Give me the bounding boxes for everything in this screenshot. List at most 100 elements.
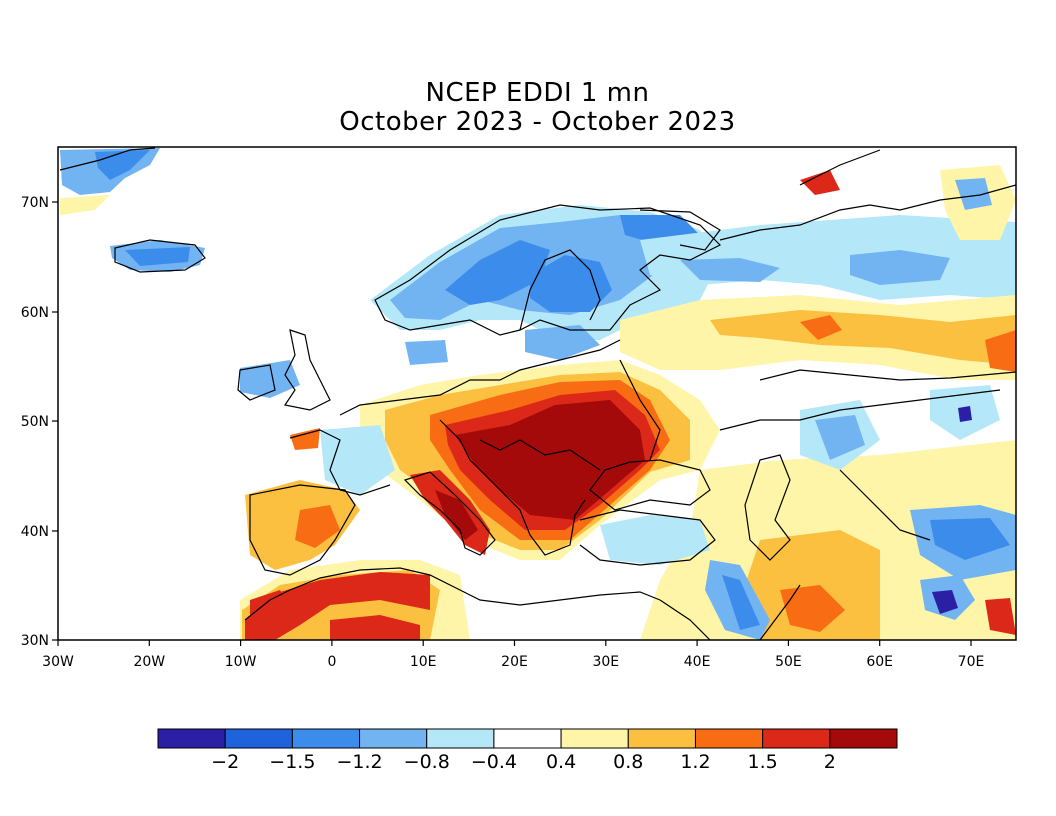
coast-greenland (59, 147, 156, 171)
coast-iberia (249, 484, 356, 576)
colorbar-label: −0.8 (404, 751, 450, 773)
kazakh-blue (815, 415, 865, 460)
border-lines-6 (439, 419, 471, 461)
turkey-light (600, 515, 710, 565)
mideast-blue-core (722, 575, 760, 630)
colorbar-swatch (694, 728, 764, 749)
lat-tick-label: 70N (21, 195, 49, 211)
central-asia-blue-core (930, 518, 1010, 560)
lon-tick-label: 40E (684, 654, 711, 670)
colorbar-swatch (359, 728, 428, 749)
russia-red-spot (800, 315, 842, 340)
brittany-orange (290, 428, 320, 450)
coast-gulf-bothnia (519, 249, 601, 331)
border-lines-4 (759, 369, 1016, 381)
colorbar: −2 −1.5 −1.2 −0.8 −0.4 0.4 0.8 1.2 1.5 2 (157, 728, 898, 773)
colorbar-swatch (291, 728, 361, 749)
denmark-blue (405, 340, 448, 365)
anomaly-field (60, 148, 1016, 640)
italy-darkred (435, 490, 478, 540)
lon-tick-label: 20W (133, 654, 165, 670)
lon-tick-label: 30E (592, 654, 619, 670)
libya-red (330, 615, 420, 640)
coast-france (289, 429, 391, 496)
russia-north-mid2 (680, 258, 780, 282)
britain-blue (240, 360, 300, 398)
morocco-red (250, 590, 295, 635)
lat-tick-label: 60N (21, 305, 49, 321)
map-subtitle: October 2023 - October 2023 (339, 107, 736, 137)
coast-ireland (237, 364, 276, 401)
coast-arabia (759, 584, 801, 640)
coast-novaya-zemlya (799, 149, 881, 186)
coast-black-sea (589, 459, 711, 511)
russia-orange (710, 310, 1016, 365)
coast-kola (639, 209, 721, 251)
baltic-blue (525, 325, 600, 360)
lon-ticks: 30W 20W 10W 0 10E 20E 30E 40E 50E 60E 70E (42, 640, 984, 670)
arctic-blue (955, 178, 992, 210)
lon-tick-label: 50E (775, 654, 802, 670)
colorbar-label: −2 (211, 751, 239, 773)
lon-tick-label: 60E (866, 654, 893, 670)
colorbar-label: 0.4 (546, 751, 576, 773)
carpathian-darkred (455, 400, 645, 520)
finland-core (530, 255, 612, 312)
russia-north-mid (850, 250, 950, 285)
colorbar-swatch (762, 728, 831, 749)
colorbar-label: 0.8 (613, 751, 643, 773)
coast-africa (244, 567, 661, 621)
coast-britain (284, 329, 331, 411)
lat-ticks: 70N 60N 50N 40N 30N (21, 195, 58, 649)
coast-iceland (114, 239, 206, 273)
colorbar-label: −0.4 (471, 751, 517, 773)
colorbar-swatch (560, 728, 629, 749)
lon-tick-label: 10E (410, 654, 437, 670)
colorbar-swatch (426, 728, 495, 749)
border-lines-1 (619, 359, 661, 461)
map-title: NCEP EDDI 1 mn (425, 78, 650, 108)
scandinavia-core (445, 240, 550, 305)
coast-caspian (744, 454, 791, 561)
colorbar-swatch (493, 728, 562, 749)
colorbar-swatch (157, 728, 226, 749)
colorbar-label: −1.2 (336, 751, 382, 773)
colorbar-swatch (627, 728, 696, 749)
mideast-orange (740, 530, 880, 640)
colorbar-label: −1.5 (269, 751, 315, 773)
coast-turkey (579, 509, 716, 566)
coastlines (59, 147, 1016, 640)
iceland-core (125, 247, 190, 266)
india-red (985, 598, 1016, 635)
coast-scandinavia (374, 204, 722, 336)
greenland-south (60, 195, 110, 215)
coast-europe-west (339, 339, 621, 416)
kazakh-east-dark (958, 406, 972, 422)
lon-tick-label: 10W (225, 654, 257, 670)
lat-tick-label: 40N (21, 524, 49, 540)
border-lines-2 (719, 389, 1001, 431)
colorbar-label: 2 (824, 751, 836, 773)
lat-tick-label: 30N (21, 633, 49, 649)
urals-red-spot (985, 330, 1016, 372)
lon-tick-label: 70E (958, 654, 985, 670)
arctic-red (800, 170, 840, 195)
lon-tick-label: 20E (501, 654, 528, 670)
border-lines-5 (479, 439, 601, 471)
coast-arctic-russia (719, 184, 1016, 241)
iberia-red (295, 505, 340, 548)
colorbar-label: 1.2 (680, 751, 710, 773)
colorbar-label: 1.5 (748, 751, 778, 773)
border-lines-3 (839, 469, 931, 541)
coast-italy (403, 471, 496, 556)
lon-tick-label: 30W (42, 654, 74, 670)
arabia-red (780, 585, 845, 632)
pakistan-darkblue (932, 590, 958, 614)
lat-tick-label: 50N (21, 414, 49, 430)
colorbar-swatch (224, 728, 293, 749)
coast-red-sea (659, 599, 711, 640)
colorbar-swatch (829, 728, 898, 749)
coast-balkans (469, 459, 586, 556)
map-frame (57, 146, 1017, 641)
